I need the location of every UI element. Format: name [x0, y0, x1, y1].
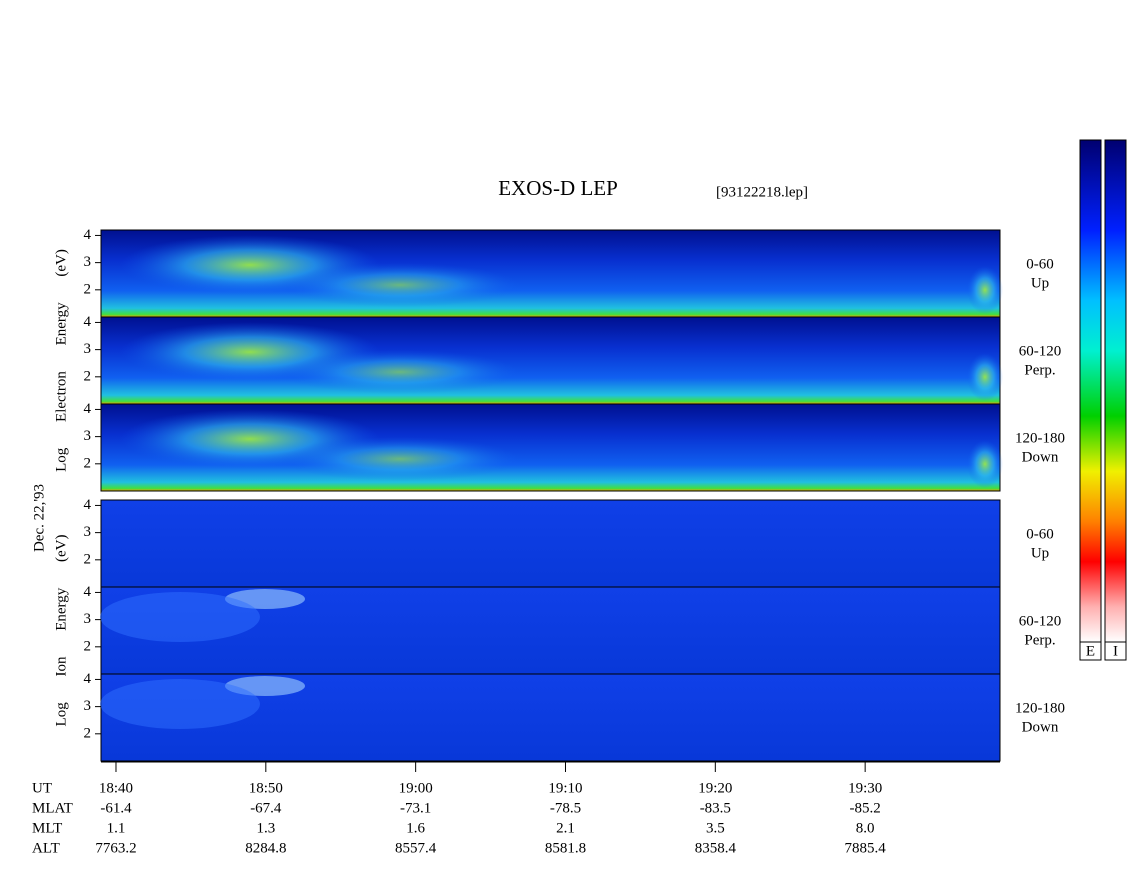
colorbar-label-box	[1079, 641, 1102, 661]
spectrogram-feature	[280, 263, 520, 307]
x-tick-label: 19:10	[548, 780, 582, 796]
orbit-value: 3.5	[706, 820, 725, 836]
spectrogram-feature	[967, 440, 1003, 488]
orbit-value: 7885.4	[845, 840, 887, 856]
panel-direction: Up	[1031, 275, 1049, 291]
y-tick-label: 3	[84, 341, 92, 357]
orbit-value: 8358.4	[695, 840, 737, 856]
y-tick-label: 3	[84, 254, 92, 270]
x-tick-label: 19:00	[399, 780, 433, 796]
y-axis-label: Log Ion Energy (eV)	[53, 535, 69, 727]
colorbar-label: I	[1113, 643, 1118, 659]
panel-direction: Perp.	[1024, 632, 1055, 648]
y-axis-label: Log Electron Energy (eV)	[53, 249, 69, 472]
spectrogram-panel	[100, 499, 1001, 588]
y-tick-label: 4	[84, 497, 92, 513]
y-tick-label: 4	[84, 314, 92, 330]
y-tick-label: 4	[84, 584, 92, 600]
y-tick-label: 3	[84, 698, 92, 714]
file-name: [93122218.lep]	[716, 184, 808, 200]
chart-title: EXOS-D LEP	[498, 176, 618, 200]
orbit-value: 8581.8	[545, 840, 586, 856]
panel-direction: Up	[1031, 545, 1049, 561]
x-tick-label: 18:40	[99, 780, 133, 796]
y-tick-label: 2	[84, 638, 92, 654]
spectrogram-feature	[280, 437, 520, 481]
orbit-value: 1.1	[107, 820, 126, 836]
panel-angle: 0-60	[1026, 526, 1054, 542]
orbit-value: -78.5	[550, 800, 581, 816]
orbit-value: 7763.2	[95, 840, 136, 856]
orbit-row-label: MLAT	[32, 800, 73, 816]
orbit-value: 8557.4	[395, 840, 437, 856]
colorbar-label-box	[1104, 641, 1127, 661]
y-tick-label: 3	[84, 611, 92, 627]
y-tick-label: 3	[84, 524, 92, 540]
colorbar	[1079, 139, 1102, 643]
spectrogram-feature	[100, 679, 260, 729]
orbit-value: 2.1	[556, 820, 575, 836]
panel-direction: Down	[1022, 719, 1059, 735]
orbit-value: -83.5	[700, 800, 731, 816]
y-tick-label: 2	[84, 725, 92, 741]
orbit-value: 8284.8	[245, 840, 286, 856]
orbit-value: -85.2	[850, 800, 881, 816]
y-tick-label: 4	[84, 227, 92, 243]
x-tick-label: 19:20	[698, 780, 732, 796]
panel-angle: 120-180	[1015, 430, 1065, 446]
y-tick-label: 2	[84, 551, 92, 567]
orbit-value: -61.4	[100, 800, 132, 816]
orbit-row-label: MLT	[32, 820, 62, 836]
panel-angle: 120-180	[1015, 700, 1065, 716]
date-label: Dec. 22,'93	[31, 484, 47, 552]
y-tick-label: 2	[84, 281, 92, 297]
y-tick-label: 4	[84, 401, 92, 417]
x-tick-label: 19:30	[848, 780, 882, 796]
panel-direction: Perp.	[1024, 362, 1055, 378]
panel-direction: Down	[1022, 449, 1059, 465]
spectrogram-feature	[280, 350, 520, 394]
orbit-value: -67.4	[250, 800, 282, 816]
x-tick-label: 18:50	[249, 780, 283, 796]
y-tick-label: 4	[84, 671, 92, 687]
orbit-value: 1.6	[406, 820, 425, 836]
orbit-value: -73.1	[400, 800, 431, 816]
panel-angle: 60-120	[1019, 613, 1062, 629]
orbit-value: 8.0	[856, 820, 875, 836]
colorbar	[1104, 139, 1127, 643]
spectrogram-feature	[100, 592, 260, 642]
spectrogram-feature	[967, 266, 1003, 314]
orbit-value: 1.3	[256, 820, 275, 836]
spectrogram-feature	[967, 353, 1003, 401]
y-tick-label: 2	[84, 368, 92, 384]
panel-angle: 0-60	[1026, 256, 1054, 272]
y-tick-label: 2	[84, 455, 92, 471]
orbit-row-label: ALT	[32, 840, 60, 856]
y-tick-label: 3	[84, 428, 92, 444]
x-axis-label: UT	[32, 780, 52, 796]
colorbar-label: E	[1086, 643, 1095, 659]
panel-angle: 60-120	[1019, 343, 1062, 359]
